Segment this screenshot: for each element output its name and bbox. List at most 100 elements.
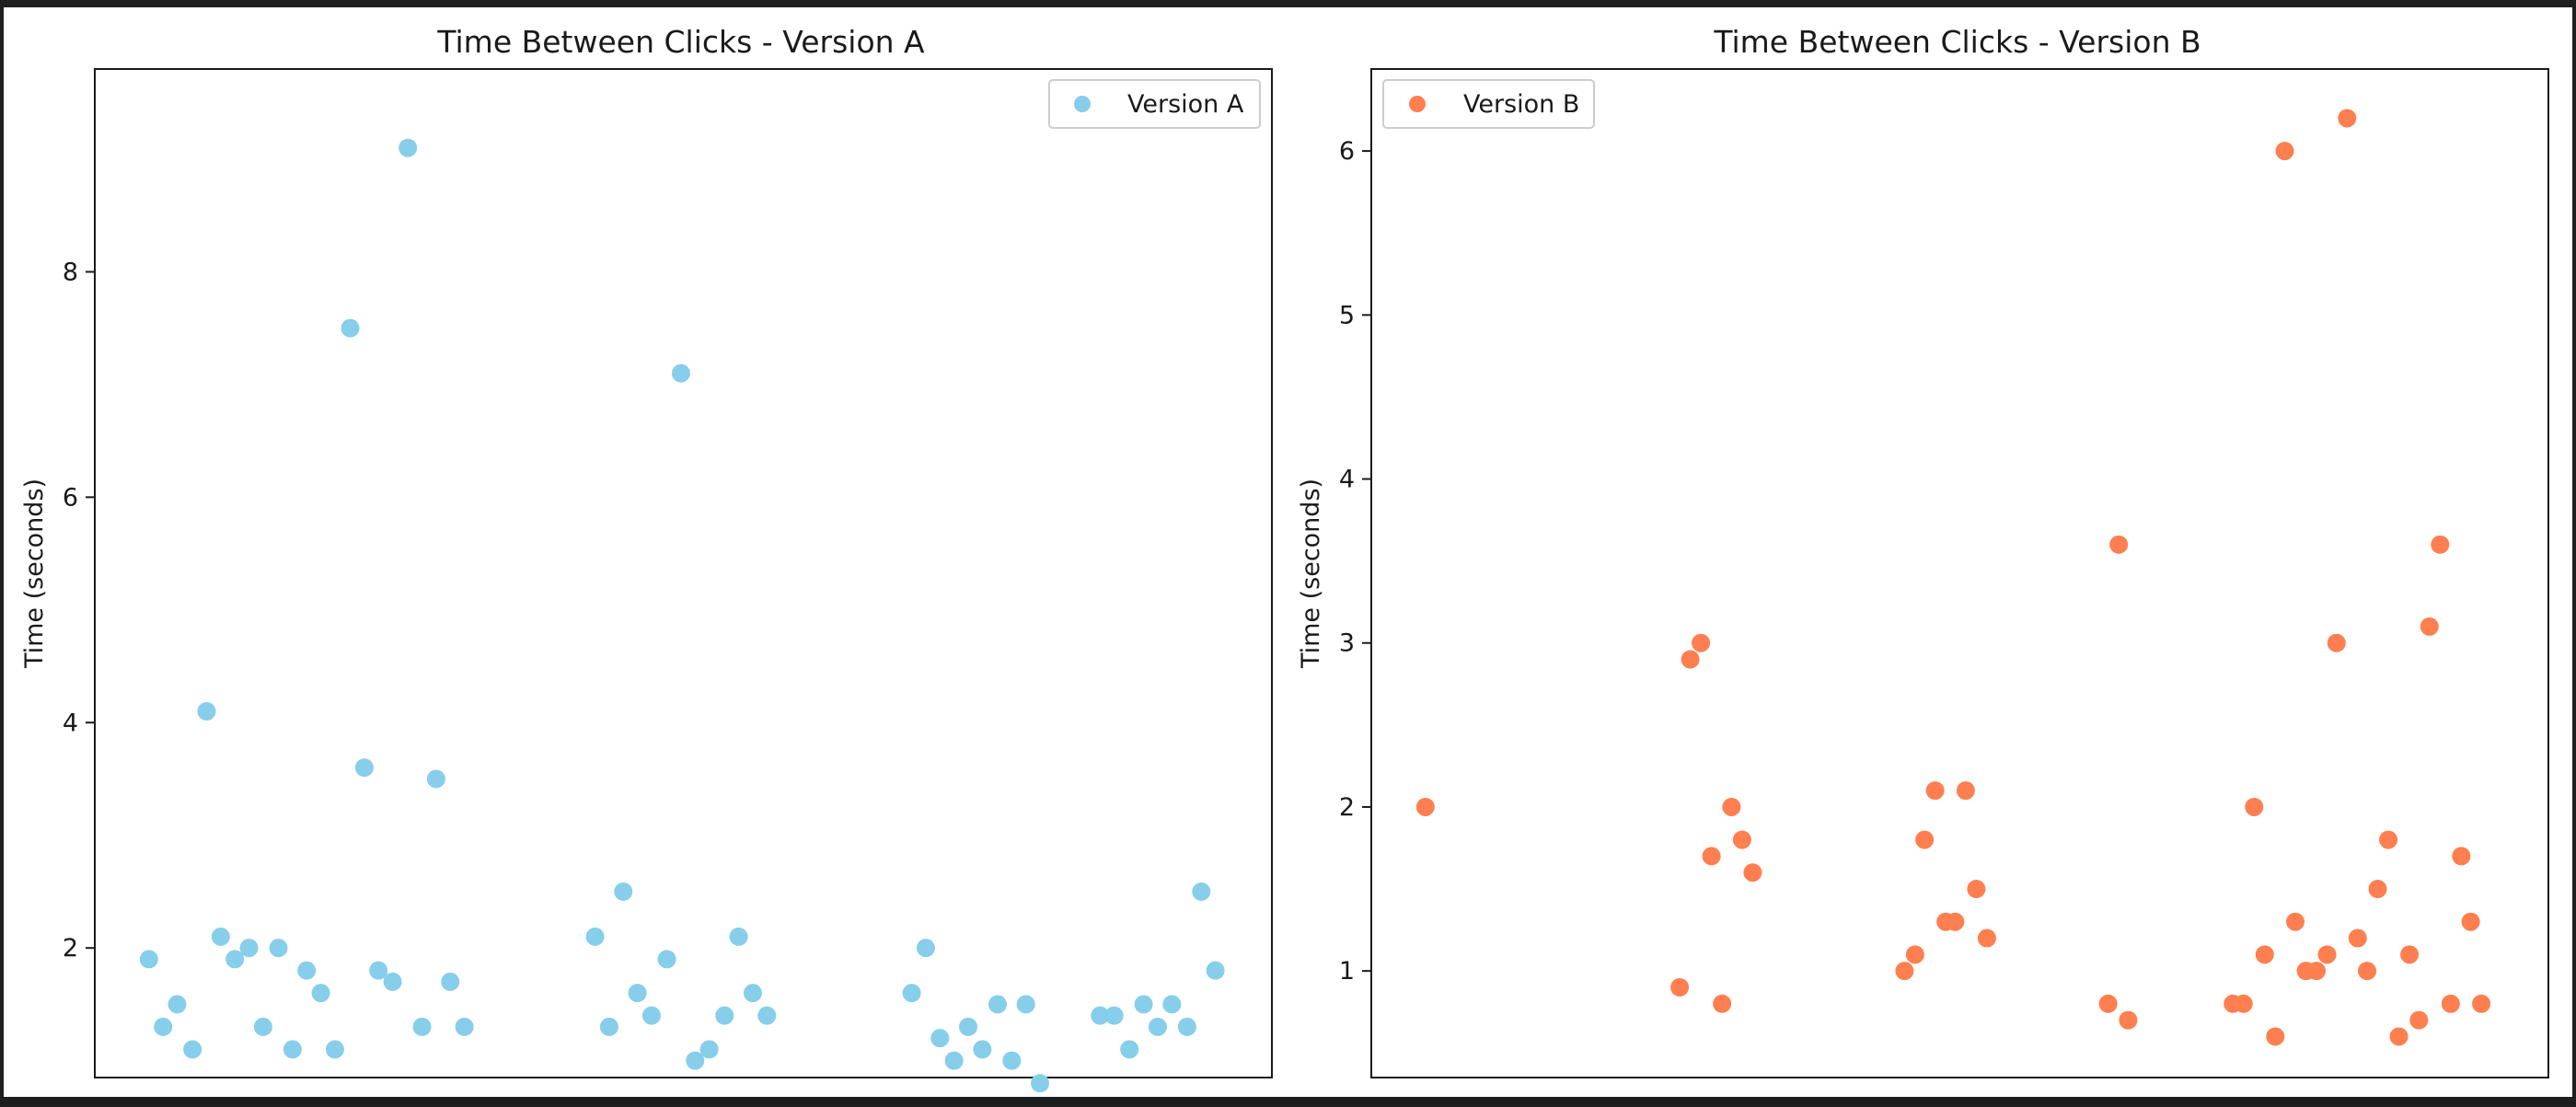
data-point (412, 1017, 432, 1036)
data-point (641, 1006, 661, 1025)
plot-area (1370, 68, 2549, 1078)
y-tick-label: 6 (63, 483, 78, 512)
y-tick-label: 2 (1339, 793, 1355, 822)
data-point (2400, 945, 2420, 964)
data-point (1722, 797, 1741, 816)
data-point (1120, 1040, 1139, 1059)
data-point (239, 939, 259, 958)
data-point (2307, 962, 2327, 981)
data-point (1031, 1074, 1050, 1093)
data-point (283, 1040, 302, 1059)
data-point (599, 1017, 618, 1036)
data-point (2317, 945, 2337, 964)
y-tick-label: 8 (63, 258, 78, 286)
data-point (1415, 797, 1435, 816)
data-point (2255, 945, 2274, 964)
data-point (311, 984, 330, 1003)
data-point (2472, 994, 2491, 1013)
scatter-points (139, 138, 1225, 1093)
y-tick-label: 2 (63, 934, 78, 963)
y-axis-label: Time (seconds) (1297, 479, 1325, 669)
legend-box (1048, 79, 1261, 129)
data-point (757, 1006, 777, 1025)
data-point (2109, 535, 2129, 554)
data-point (1192, 882, 1211, 901)
data-point (139, 950, 158, 969)
data-point (1104, 1006, 1124, 1025)
data-point (585, 927, 605, 946)
chart-version-b: Time Between Clicks - Version B Time (se… (1297, 24, 2549, 1078)
data-point (2098, 994, 2118, 1013)
chart-version-a: Time Between Clicks - Version A Time (se… (20, 24, 1273, 1093)
data-point (729, 927, 748, 946)
data-point (1002, 1051, 1022, 1070)
data-point (614, 882, 633, 901)
data-point (944, 1051, 964, 1070)
data-point (628, 984, 647, 1003)
data-point (167, 995, 187, 1014)
data-point (154, 1017, 173, 1036)
y-tick-label: 4 (63, 709, 78, 737)
data-point (1713, 994, 1732, 1013)
data-point (1670, 977, 1690, 997)
legend: Version B (1382, 79, 1595, 129)
data-point (2348, 928, 2367, 948)
data-point (1977, 928, 1996, 948)
data-point (902, 984, 921, 1003)
data-point (1925, 781, 1945, 801)
data-point (1967, 880, 1986, 899)
legend-label-version-b: Version B (1463, 90, 1579, 119)
data-point (2119, 1010, 2138, 1030)
data-point (2441, 994, 2460, 1013)
data-point (1956, 781, 1975, 801)
data-point (2286, 912, 2305, 931)
data-point (2275, 142, 2294, 161)
data-point (2266, 1027, 2285, 1046)
legend-marker-version-b (1409, 96, 1426, 112)
data-point (988, 995, 1007, 1014)
y-tick-label: 1 (1339, 957, 1355, 986)
data-point (211, 927, 230, 946)
data-point (2389, 1027, 2409, 1046)
data-point (426, 769, 445, 789)
data-point (1206, 961, 1225, 980)
data-point (671, 363, 690, 383)
data-point (686, 1051, 705, 1070)
data-point (1702, 847, 1721, 866)
data-point (2245, 797, 2264, 816)
data-point (2358, 962, 2377, 981)
y-tick-label: 6 (1339, 137, 1355, 166)
data-point (325, 1040, 344, 1059)
data-point (2379, 830, 2398, 849)
scatter-points (1415, 109, 2491, 1046)
data-point (1091, 1006, 1110, 1025)
data-point (1162, 995, 1182, 1014)
y-axis-ticks: 2 4 6 8 (63, 258, 95, 963)
data-point (1148, 1017, 1167, 1036)
y-tick-label: 4 (1339, 466, 1355, 494)
data-point (1895, 962, 1914, 981)
legend: Version A (1048, 79, 1261, 129)
data-point (1692, 633, 1711, 652)
plot-area (94, 68, 1273, 1078)
data-point (959, 1017, 978, 1036)
data-point (297, 961, 317, 980)
data-point (1915, 830, 1935, 849)
data-point (441, 972, 460, 991)
data-point (1177, 1017, 1196, 1036)
data-point (1016, 995, 1035, 1014)
data-point (341, 318, 360, 338)
data-point (930, 1029, 950, 1048)
data-point (269, 939, 288, 958)
data-point (2452, 847, 2471, 866)
legend-label-version-a: Version A (1127, 90, 1244, 119)
data-point (1681, 650, 1700, 669)
data-point (2234, 994, 2253, 1013)
data-point (354, 758, 374, 778)
data-point (699, 1040, 719, 1059)
data-point (197, 702, 216, 721)
data-point (225, 950, 245, 969)
data-point (1905, 945, 1924, 964)
data-point (2327, 633, 2346, 652)
